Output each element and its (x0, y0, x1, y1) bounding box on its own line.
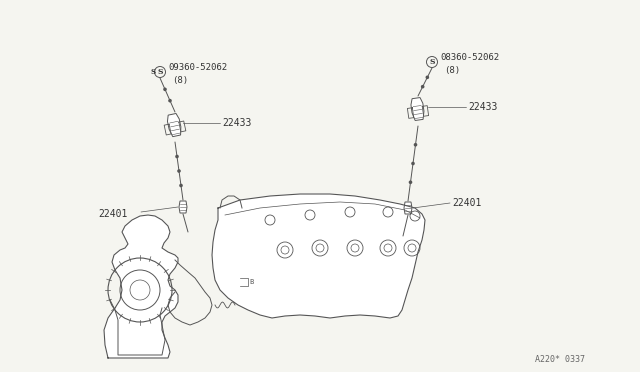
Text: 22433: 22433 (222, 118, 252, 128)
Text: S: S (157, 68, 163, 77)
Text: 08360-52062: 08360-52062 (440, 54, 499, 62)
Text: 22401: 22401 (98, 209, 127, 219)
Circle shape (175, 155, 179, 158)
Text: 22401: 22401 (452, 198, 481, 208)
Text: B: B (250, 279, 254, 285)
Circle shape (168, 99, 172, 102)
Text: (8): (8) (444, 65, 460, 74)
Circle shape (409, 180, 412, 184)
Text: 22433: 22433 (468, 102, 497, 112)
Text: A220* 0337: A220* 0337 (535, 356, 585, 365)
Text: (8): (8) (172, 76, 188, 84)
Polygon shape (179, 201, 187, 213)
Circle shape (177, 169, 181, 173)
Polygon shape (411, 97, 424, 121)
Text: 09360-52062: 09360-52062 (168, 64, 227, 73)
Circle shape (413, 143, 417, 147)
Polygon shape (404, 202, 412, 214)
Polygon shape (212, 194, 425, 318)
Circle shape (412, 162, 415, 165)
Polygon shape (104, 215, 178, 358)
Text: S: S (429, 58, 435, 67)
Circle shape (179, 184, 183, 187)
Circle shape (421, 85, 424, 89)
Circle shape (163, 87, 167, 91)
Polygon shape (168, 113, 181, 137)
Circle shape (426, 76, 429, 79)
Text: S: S (150, 68, 156, 76)
